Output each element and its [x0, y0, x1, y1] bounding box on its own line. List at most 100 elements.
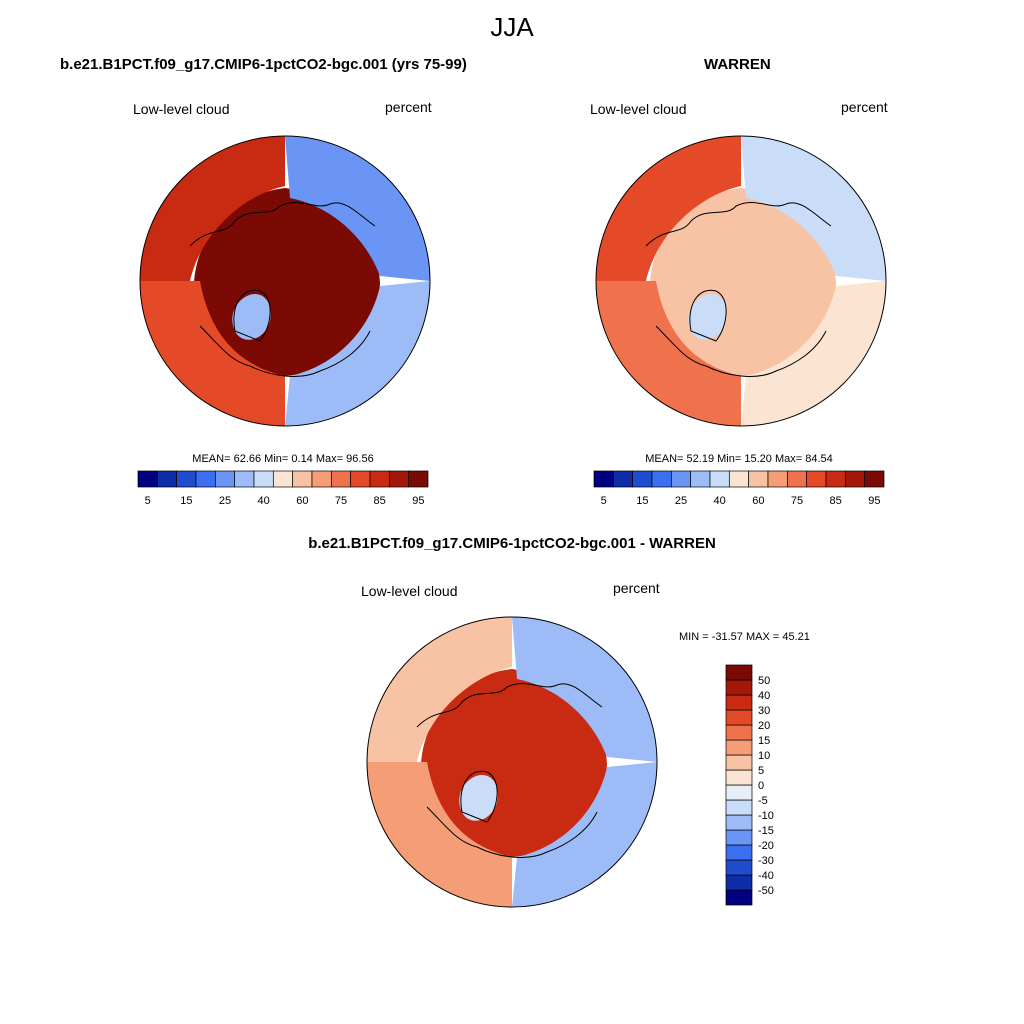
north-atlantic-region	[367, 762, 512, 907]
colorbar-swatch	[311, 470, 332, 488]
panel3-min-value: -31.57	[711, 631, 743, 643]
colorbar-swatch	[725, 844, 753, 861]
panel1-title: b.e21.B1PCT.f09_g17.CMIP6-1pctCO2-bgc.00…	[60, 56, 467, 73]
north-america-continent-region	[512, 762, 657, 907]
colorbar-tick-label: 25	[675, 495, 687, 507]
colorbar-tick-label: 40	[758, 690, 770, 702]
colorbar-swatch	[725, 814, 753, 831]
colorbar-tick-label: 25	[219, 495, 231, 507]
colorbar-swatch	[725, 679, 753, 696]
colorbar-tick-label: 15	[180, 495, 192, 507]
colorbar-swatch	[709, 470, 730, 488]
colorbar-swatch	[632, 470, 653, 488]
colorbar-swatch	[725, 829, 753, 846]
colorbar-swatch	[725, 754, 753, 771]
colorbar-swatch	[176, 470, 197, 488]
colorbar-swatch	[292, 470, 313, 488]
colorbar-tick-label: 5	[145, 495, 151, 507]
colorbar-swatch	[748, 470, 769, 488]
panel1-polar-map	[139, 135, 431, 427]
panel1-mean-label: MEAN=	[192, 453, 231, 465]
north-america-continent-region	[741, 281, 886, 426]
map-border	[139, 135, 431, 427]
north-atlantic-region	[596, 281, 741, 426]
panel3-stats: MIN = -31.57 MAX = 45.21	[679, 631, 810, 643]
panel1-mean-value: 62.66	[233, 453, 262, 465]
colorbar-tick-label: 10	[758, 750, 770, 762]
panel2-right-label: percent	[841, 99, 888, 115]
north-pacific-region	[367, 617, 512, 762]
colorbar-tick-label: 5	[601, 495, 607, 507]
panel2-title: WARREN	[704, 56, 771, 73]
colorbar-swatch	[408, 470, 429, 488]
colorbar-swatch	[214, 470, 236, 488]
colorbar-swatch	[369, 470, 390, 488]
panel2-mean-label: MEAN=	[645, 453, 684, 465]
colorbar-tick-label: 75	[791, 495, 803, 507]
panel1-stats: MEAN= 62.66 Min= 0.14 Max= 96.56	[138, 453, 428, 465]
colorbar-tick-label: 50	[758, 675, 770, 687]
figure-title: JJA	[490, 12, 534, 42]
panel3-polar-map	[366, 616, 658, 908]
greenland-interior-region	[688, 293, 727, 340]
colorbar-tick-label: -30	[758, 855, 774, 867]
colorbar-tick-label: 30	[758, 705, 770, 717]
colorbar-tick-label: -50	[758, 885, 774, 897]
colorbar-swatch	[725, 724, 753, 741]
panel1-min-value: 0.14	[291, 453, 313, 465]
colorbar-swatch	[725, 784, 753, 801]
coastline	[416, 682, 603, 858]
panel2-left-label: Low-level cloud	[590, 101, 687, 117]
colorbar-swatch	[651, 470, 672, 488]
colorbar-swatch	[728, 470, 750, 488]
colorbar-tick-label: 0	[758, 780, 764, 792]
colorbar-swatch	[388, 470, 410, 488]
map-border	[595, 135, 887, 427]
colorbar-swatch	[253, 470, 274, 488]
colorbar-swatch	[234, 470, 255, 488]
colorbar-tick-label: -5	[758, 795, 768, 807]
colorbar-swatch	[272, 470, 294, 488]
colorbar-swatch	[864, 470, 885, 488]
panel2-mean-value: 52.19	[686, 453, 715, 465]
colorbar-tick-label: 60	[296, 495, 308, 507]
coastline	[645, 201, 832, 377]
north-atlantic-region	[140, 281, 285, 426]
colorbar-swatch	[725, 664, 753, 681]
panel3-left-label: Low-level cloud	[361, 583, 458, 599]
colorbar-swatch	[137, 470, 158, 488]
colorbar-swatch	[844, 470, 866, 488]
colorbar-tick-label: 85	[374, 495, 386, 507]
panel3-max-value: 45.21	[782, 631, 810, 643]
panel2-max-value: 84.54	[805, 453, 833, 465]
colorbar-tick-label: 15	[758, 735, 770, 747]
panel3-max-label: MAX =	[745, 631, 780, 643]
panel2-min-label: Min=	[717, 453, 742, 465]
colorbar-tick-label: 85	[830, 495, 842, 507]
panel1-min-label: Min=	[264, 453, 289, 465]
panel2-max-label: Max=	[774, 453, 803, 465]
greenland-interior-region	[232, 293, 271, 340]
colorbar-swatch	[156, 470, 178, 488]
panel1-colorbar: 5 15 25 40 60 75 85 95	[137, 470, 429, 507]
colorbar-swatch	[786, 470, 808, 488]
map-border	[366, 616, 658, 908]
eurasia-continent-region	[285, 136, 430, 281]
eurasia-continent-region	[741, 136, 886, 281]
colorbar-swatch	[593, 470, 614, 488]
colorbar-swatch	[725, 739, 753, 756]
colorbar-tick-label: 95	[412, 495, 424, 507]
colorbar-swatch	[806, 470, 827, 488]
panel3-right-label: percent	[613, 580, 660, 596]
colorbar-tick-label: -15	[758, 825, 774, 837]
colorbar-swatch	[350, 470, 371, 488]
panel1-max-label: Max=	[315, 453, 344, 465]
panel3-title: b.e21.B1PCT.f09_g17.CMIP6-1pctCO2-bgc.00…	[308, 535, 716, 552]
colorbar-swatch	[725, 859, 753, 876]
panel1-right-label: percent	[385, 99, 432, 115]
north-america-continent-region	[285, 281, 430, 426]
colorbar-tick-label: -10	[758, 810, 774, 822]
panel2-stats: MEAN= 52.19 Min= 15.20 Max= 84.54	[594, 453, 884, 465]
colorbar-swatch	[725, 769, 753, 786]
colorbar-tick-label: -20	[758, 840, 774, 852]
